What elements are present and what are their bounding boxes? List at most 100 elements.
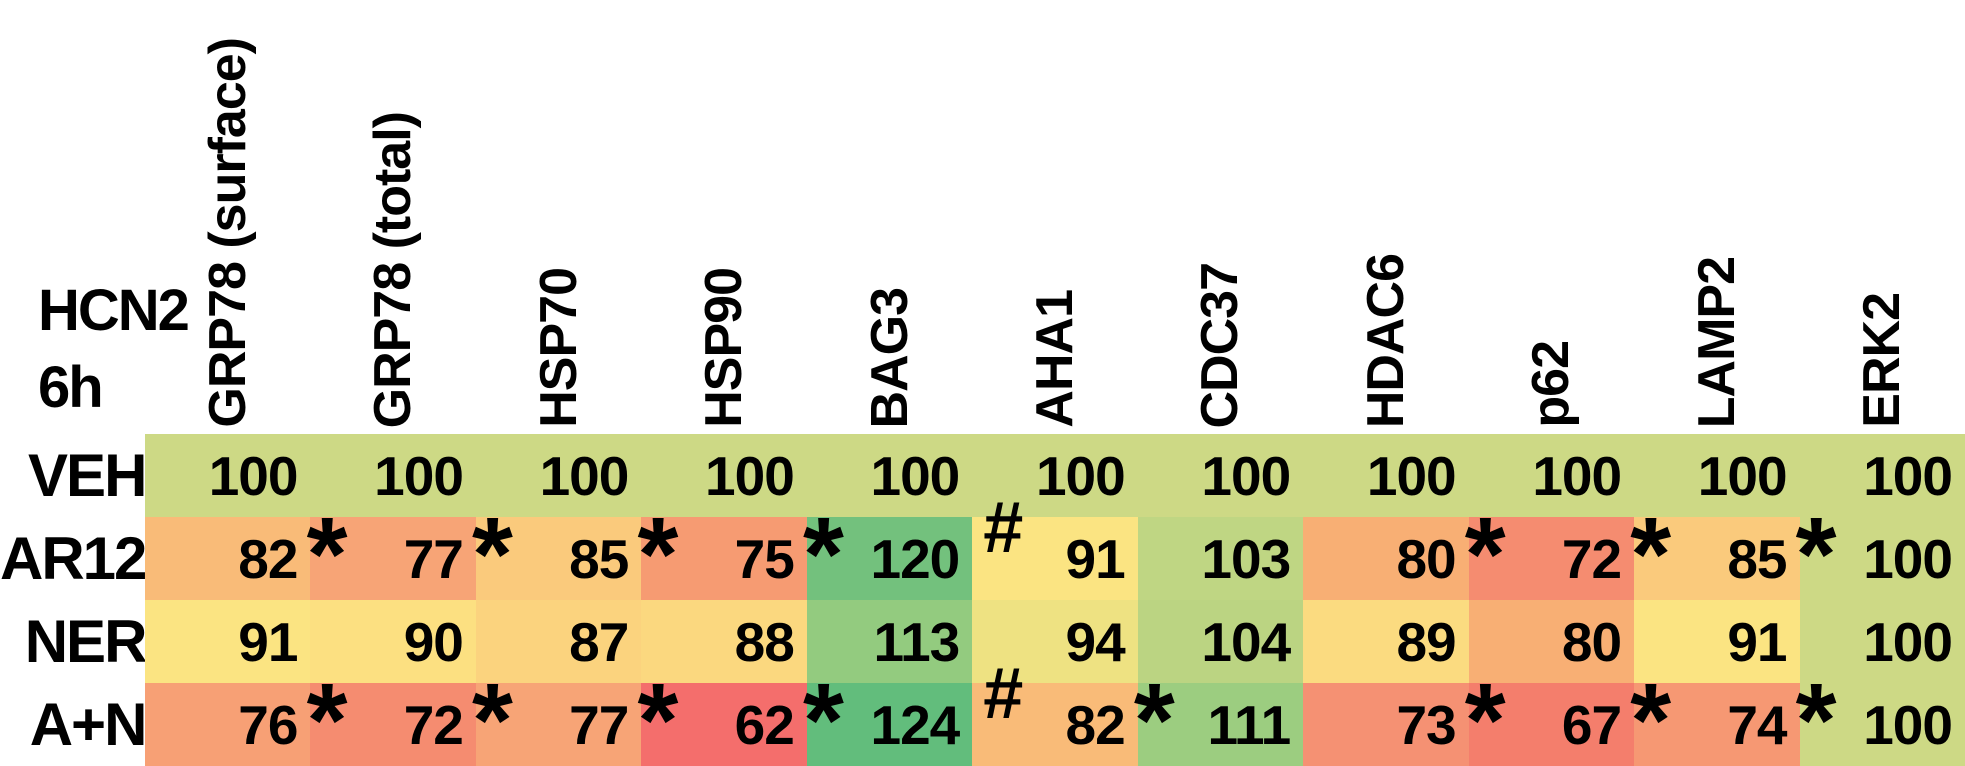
cell-veh-hsp70: 100 [475, 434, 642, 517]
cell-value: 111 [1207, 693, 1291, 756]
cell-value: 124 [870, 693, 961, 756]
cell-line-label: HCN2 [38, 278, 190, 343]
cell-value: 85 [569, 527, 629, 590]
cell-value: 91 [238, 610, 298, 673]
cell-ner-cdc37: 104 [1137, 600, 1304, 683]
cell-value: 91 [1727, 610, 1787, 673]
cell-value: 100 [208, 444, 299, 507]
asterisk-significance-marker: * [472, 496, 513, 613]
cell-ar12-grp78-surface: 82 * [145, 502, 347, 607]
cell-veh-grp78-surface: 100 [145, 434, 311, 517]
asterisk-significance-marker: * [306, 496, 348, 613]
cell-value: 100 [374, 444, 464, 507]
cell-veh-p62: 100 [1468, 434, 1635, 517]
cell-ar12-p62: 72 * [1468, 502, 1671, 607]
asterisk-significance-marker: * [802, 496, 844, 613]
column-header-text: BAG3 [860, 287, 919, 428]
column-header-text: GRP78 (total) [364, 111, 423, 428]
cell-value: 80 [1561, 610, 1622, 673]
asterisk-significance-marker: * [1795, 496, 1837, 613]
cell-ner-bag3: 113 [806, 600, 973, 683]
cell-a-n-cdc37: 111 [1137, 683, 1304, 766]
timepoint-label: 6h [38, 355, 104, 420]
hash-significance-marker: # [983, 488, 1023, 568]
cell-veh-erk2: 100 [1799, 434, 1965, 517]
cell-value: 100 [1035, 444, 1126, 507]
column-header-p62: p62 [1469, 0, 1634, 428]
column-header-text: ERK2 [1853, 293, 1912, 428]
cell-ner-hdac6: 89 [1303, 600, 1469, 683]
cell-ar12-hdac6: 80 * [1303, 502, 1506, 607]
asterisk-significance-marker: * [802, 662, 844, 766]
cell-value: 100 [1366, 444, 1457, 507]
column-header-text: CDC37 [1191, 262, 1250, 429]
cell-a-n-grp78-surface: 76 * [145, 668, 347, 766]
asterisk-significance-marker: * [1464, 662, 1506, 766]
column-header-text: HSP70 [529, 268, 588, 428]
cell-value: 75 [734, 527, 795, 590]
cell-value: 82 [1065, 693, 1126, 756]
cell-veh-cdc37: 100 [1137, 434, 1304, 517]
cell-ar12-grp78-total: 77 * [310, 502, 513, 607]
row-label-veh: VEH [28, 442, 147, 509]
cell-value: 82 [238, 527, 298, 590]
cell-a-n-hdac6: 73 * [1303, 668, 1506, 766]
cell-value: 100 [1697, 444, 1788, 507]
row-labels: VEH AR12 NER A+N [0, 434, 148, 766]
column-header-text: GRP78 (surface) [198, 38, 257, 428]
cell-value: 62 [734, 693, 795, 756]
row-label-ar12: AR12 [0, 525, 147, 592]
cell-value: 74 [1727, 693, 1787, 756]
cell-ar12-hsp70: 85 * [475, 502, 678, 607]
cell-value: 80 [1396, 527, 1456, 590]
cell-veh-bag3: 100 [806, 434, 973, 517]
cell-value: 77 [569, 693, 629, 756]
cell-ner-hsp70: 87 [475, 600, 642, 683]
column-header-grp78-surface: GRP78 (surface) [145, 0, 310, 428]
cell-a-n-lamp2: 74 * [1634, 668, 1837, 766]
column-header-text: p62 [1522, 341, 1581, 428]
cell-ner-p62: 80 [1468, 600, 1635, 683]
cell-value: 103 [1201, 527, 1291, 590]
cell-value: 100 [1201, 444, 1291, 507]
cell-veh-grp78-total: 100 [310, 434, 476, 517]
asterisk-significance-marker: * [472, 662, 513, 766]
cell-value: 100 [1863, 610, 1953, 673]
cell-a-n-bag3: 124 # [806, 658, 1023, 766]
cell-ar12-erk2: 100 [1799, 517, 1965, 600]
column-header-hsp70: HSP70 [476, 0, 641, 428]
column-header-text: LAMP2 [1687, 256, 1746, 428]
cell-value: 73 [1396, 693, 1456, 756]
hash-significance-marker: # [983, 654, 1023, 734]
cell-veh-hdac6: 100 [1303, 434, 1469, 517]
cell-value: 72 [403, 693, 464, 756]
cell-value: 104 [1201, 610, 1291, 673]
cell-value: 100 [539, 444, 630, 507]
cell-ner-hsp90: 88 [641, 600, 807, 683]
cell-value: 76 [238, 693, 298, 756]
asterisk-significance-marker: * [1630, 496, 1671, 613]
cell-value: 90 [403, 610, 464, 673]
asterisk-significance-marker: * [1795, 662, 1837, 766]
cell-value: 89 [1396, 610, 1456, 673]
asterisk-significance-marker: * [1464, 496, 1506, 613]
cell-value: 67 [1561, 693, 1622, 756]
column-header-lamp2: LAMP2 [1634, 0, 1799, 428]
cell-value: 87 [569, 610, 629, 673]
cell-a-n-hsp70: 77 * [475, 668, 678, 766]
cell-value: 77 [403, 527, 464, 590]
cell-ner-aha1: 94 [972, 600, 1138, 683]
cell-ner-grp78-total: 90 [310, 600, 476, 683]
asterisk-significance-marker: * [1630, 662, 1671, 766]
cell-ar12-bag3: 120 # [806, 492, 1023, 600]
column-header-hsp90: HSP90 [641, 0, 806, 428]
column-header-grp78-total: GRP78 (total) [310, 0, 475, 428]
column-header-bag3: BAG3 [807, 0, 972, 428]
row-label-ner: NER [24, 608, 148, 675]
column-header-text: HSP90 [695, 268, 754, 428]
cell-value: 85 [1727, 527, 1787, 590]
asterisk-significance-marker: * [306, 662, 348, 766]
cell-value: 94 [1065, 610, 1126, 673]
cell-value: 100 [1863, 527, 1953, 590]
